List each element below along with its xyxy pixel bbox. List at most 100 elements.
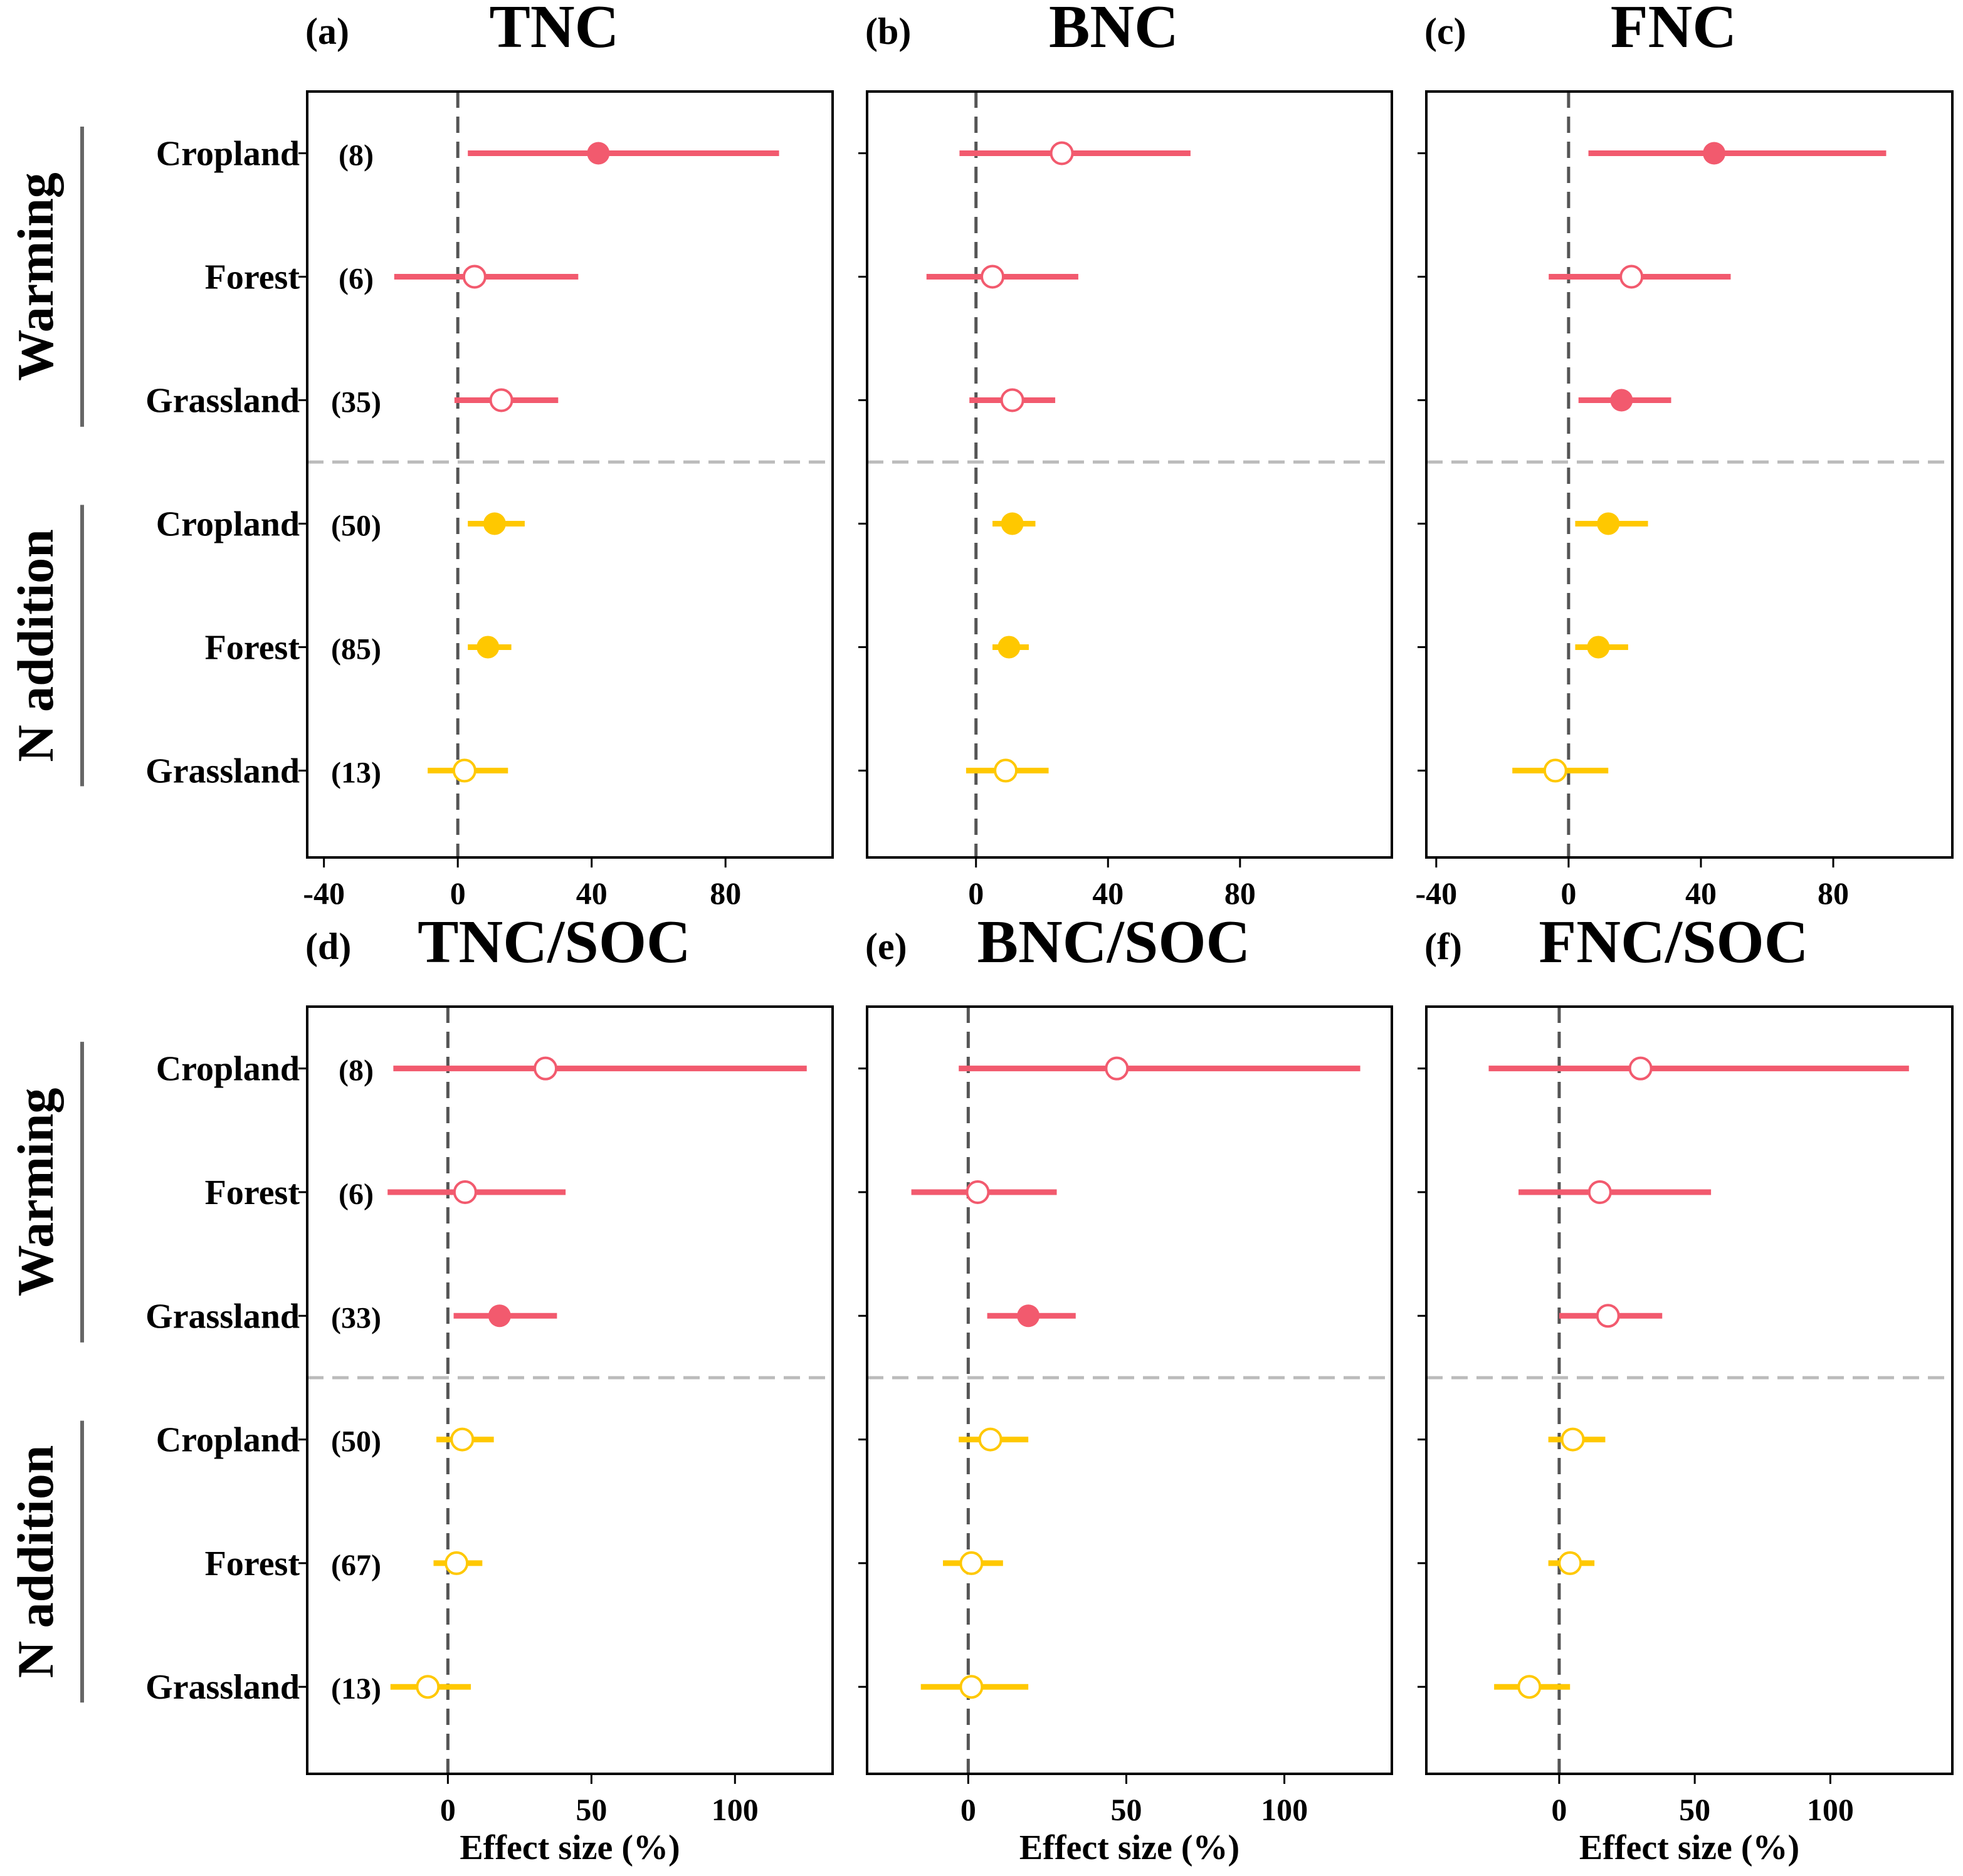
point-estimate xyxy=(981,265,1005,289)
chart-panel-3: (c) FNC -40 0 40 80 xyxy=(1416,0,1954,911)
x-tick-label: 50 xyxy=(576,1792,607,1827)
row-label: Grassland xyxy=(145,1668,300,1707)
row-label: Forest xyxy=(205,1173,300,1212)
chart-panel-2: (b) BNC 0 40 80 xyxy=(858,0,1393,911)
group-label: N addition xyxy=(7,529,64,762)
row-label: Cropland xyxy=(156,1421,300,1460)
point-estimate xyxy=(587,142,610,165)
point-estimate xyxy=(476,636,500,659)
x-tick-label: 100 xyxy=(1261,1792,1308,1827)
panel-label: (a) xyxy=(305,11,349,52)
x-tick-label: -40 xyxy=(1416,876,1458,911)
chart-title: TNC xyxy=(490,0,619,61)
group-label: Warming xyxy=(7,1088,64,1297)
panel-frame xyxy=(306,1005,834,1775)
x-tick-label: 0 xyxy=(1560,876,1576,911)
x-tick-label: 0 xyxy=(1551,1792,1567,1827)
point-estimate xyxy=(959,1675,984,1699)
chart-title: TNC/SOC xyxy=(418,908,691,976)
x-tick-label: 40 xyxy=(576,876,608,911)
chart-panel-1: (a) TNC -40 0 40 80 Cropland (8) Forest (6) Grassl… xyxy=(7,0,834,911)
point-estimate xyxy=(450,1427,475,1452)
point-estimate xyxy=(978,1427,1003,1452)
chart-panel-4: (d) TNC/SOC 0 50 100 Effect size (%) Cropland (… xyxy=(7,908,834,1867)
point-estimate xyxy=(1596,1304,1620,1328)
panel-label: (e) xyxy=(865,926,907,967)
point-estimate xyxy=(1587,1180,1612,1204)
panel-frame xyxy=(866,1005,1393,1775)
x-tick-label: 0 xyxy=(440,1792,456,1827)
point-estimate xyxy=(997,636,1021,659)
x-tick-label: 80 xyxy=(710,876,741,911)
point-estimate xyxy=(994,758,1018,783)
point-estimate xyxy=(959,1551,984,1575)
sample-size: (50) xyxy=(331,1425,381,1459)
x-tick-label: 100 xyxy=(712,1792,759,1827)
row-label: Cropland xyxy=(156,1050,300,1089)
point-estimate xyxy=(488,1304,511,1328)
row-label: Cropland xyxy=(156,134,300,173)
x-tick-label: 0 xyxy=(450,876,466,911)
point-estimate xyxy=(1610,389,1633,412)
point-estimate xyxy=(966,1180,990,1204)
panel-frame xyxy=(1425,90,1954,859)
row-label: Grassland xyxy=(145,1297,300,1336)
sample-size: (6) xyxy=(339,262,374,295)
sample-size: (33) xyxy=(331,1301,381,1334)
sample-size: (8) xyxy=(339,1054,374,1087)
x-tick-label: 40 xyxy=(1092,876,1124,911)
point-estimate xyxy=(489,388,513,412)
point-estimate xyxy=(1597,512,1620,535)
point-estimate xyxy=(1105,1056,1129,1081)
row-label: Forest xyxy=(205,1544,300,1583)
point-estimate xyxy=(1703,142,1726,165)
panel-frame xyxy=(306,90,834,859)
sample-size: (6) xyxy=(339,1178,374,1211)
sample-size: (13) xyxy=(331,756,381,789)
x-axis-label: Effect size (%) xyxy=(1579,1828,1799,1867)
group-label: N addition xyxy=(7,1445,64,1678)
chart-title: BNC/SOC xyxy=(977,908,1251,976)
sample-size: (35) xyxy=(331,385,381,419)
x-axis-label: Effect size (%) xyxy=(460,1828,680,1867)
row-label: Grassland xyxy=(145,381,300,420)
x-tick-label: 80 xyxy=(1224,876,1256,911)
sample-size: (85) xyxy=(331,632,381,666)
sample-size: (13) xyxy=(331,1672,381,1706)
panel-label: (b) xyxy=(865,11,911,52)
point-estimate xyxy=(1619,265,1644,289)
x-tick-label: 80 xyxy=(1818,876,1849,911)
point-estimate xyxy=(1017,1304,1040,1328)
chart-title: FNC xyxy=(1611,0,1737,61)
sample-size: (67) xyxy=(331,1549,381,1582)
row-label: Grassland xyxy=(145,752,300,790)
point-estimate xyxy=(1000,388,1024,412)
group-label: Warming xyxy=(7,172,64,381)
point-estimate xyxy=(1628,1056,1653,1081)
x-tick-label: -40 xyxy=(303,876,345,911)
panel-label: (d) xyxy=(305,926,351,967)
x-tick-label: 100 xyxy=(1807,1792,1854,1827)
x-tick-label: 50 xyxy=(1110,1792,1142,1827)
panel-frame xyxy=(1425,1005,1954,1775)
chart-panel-5: (e) BNC/SOC 0 50 100 Effect size (%) xyxy=(858,908,1393,1867)
x-tick-label: 0 xyxy=(960,1792,976,1827)
point-estimate xyxy=(1001,512,1024,535)
chart-title: BNC xyxy=(1049,0,1179,61)
point-estimate xyxy=(1560,1427,1585,1452)
point-estimate xyxy=(1517,1675,1542,1699)
point-estimate xyxy=(462,265,487,289)
panel-label: (f) xyxy=(1424,926,1462,967)
point-estimate xyxy=(1543,758,1567,783)
panel-label: (c) xyxy=(1424,11,1466,52)
point-estimate xyxy=(445,1551,469,1575)
chart-title: FNC/SOC xyxy=(1539,908,1808,976)
x-axis-label: Effect size (%) xyxy=(1019,1828,1239,1867)
point-estimate xyxy=(416,1675,440,1699)
point-estimate xyxy=(1558,1551,1582,1575)
point-estimate xyxy=(453,1180,477,1204)
point-estimate xyxy=(483,512,506,535)
row-label: Forest xyxy=(205,258,300,296)
